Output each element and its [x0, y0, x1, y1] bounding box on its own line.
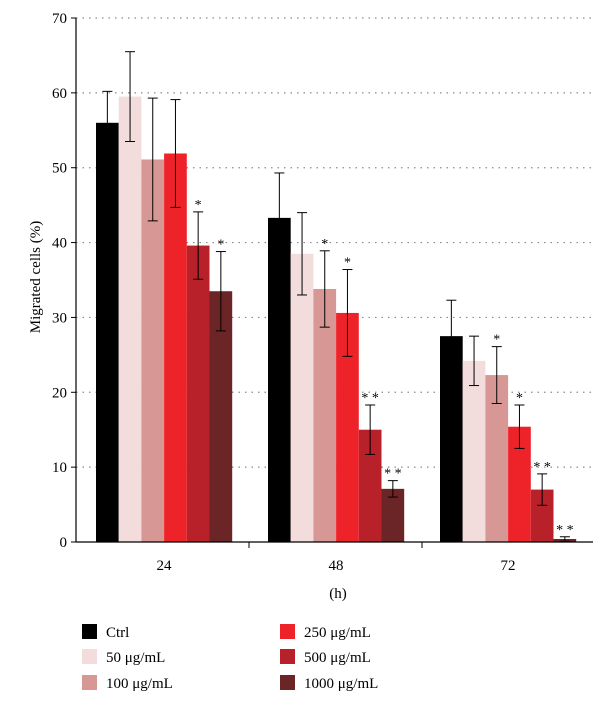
bar	[96, 122, 119, 543]
legend-swatch	[280, 675, 295, 690]
x-tick-label: 72	[501, 558, 516, 574]
significance-marker: *	[493, 333, 500, 348]
bar	[268, 217, 291, 542]
bar	[336, 312, 359, 542]
significance-marker: * *	[533, 460, 551, 475]
bar	[141, 159, 165, 543]
x-tick-label: 48	[329, 558, 344, 574]
y-tick-label: 60	[52, 86, 67, 102]
y-tick-label: 30	[52, 310, 67, 326]
significance-marker: * *	[361, 391, 379, 406]
bar	[485, 375, 509, 542]
legend-swatch	[82, 624, 97, 639]
y-tick-label: 10	[52, 460, 67, 476]
bar	[462, 360, 486, 542]
legend: Ctrl 50 μg/mL 100 μg/mL 250 μg/mL 500 μg/mL 1…	[82, 624, 378, 692]
bar	[290, 253, 314, 543]
significance-marker: * *	[556, 523, 574, 538]
x-axis-title: (h)	[329, 586, 347, 602]
legend-swatch	[280, 624, 295, 639]
bar	[358, 429, 382, 542]
bar	[118, 96, 142, 542]
significance-marker: *	[217, 238, 224, 253]
significance-marker: *	[321, 237, 328, 252]
y-tick-label: 50	[52, 161, 67, 177]
bar	[440, 336, 463, 542]
legend-swatch	[82, 675, 97, 690]
bar	[209, 291, 233, 542]
significance-marker: *	[344, 256, 351, 271]
y-tick-label: 0	[60, 535, 68, 551]
bar	[313, 288, 337, 542]
y-tick-label: 70	[52, 11, 67, 27]
bars: * * * * * * * * * * * * * *	[96, 51, 577, 543]
legend-label: 50 μg/mL	[106, 650, 165, 666]
legend-label: 500 μg/mL	[304, 650, 371, 666]
y-tick-label: 20	[52, 385, 67, 401]
legend-label: 1000 μg/mL	[304, 676, 378, 692]
legend-label: 100 μg/mL	[106, 676, 173, 692]
y-tick-label: 40	[52, 236, 67, 252]
axes: 0 10 20 30 40 50 60 70 24 48 72	[52, 11, 593, 574]
bar	[164, 153, 187, 542]
y-axis-title: Migrated cells (%)	[28, 221, 44, 333]
x-tick-label: 24	[157, 558, 173, 574]
legend-swatch	[82, 649, 97, 664]
significance-marker: *	[516, 391, 523, 406]
legend-label: 250 μg/mL	[304, 625, 371, 641]
legend-swatch	[280, 649, 295, 664]
legend-label: Ctrl	[106, 625, 129, 641]
significance-marker: * *	[384, 467, 402, 482]
bar	[530, 489, 554, 542]
bar	[186, 245, 210, 542]
bar	[381, 488, 405, 542]
significance-marker: *	[195, 198, 202, 213]
bar	[508, 426, 531, 542]
